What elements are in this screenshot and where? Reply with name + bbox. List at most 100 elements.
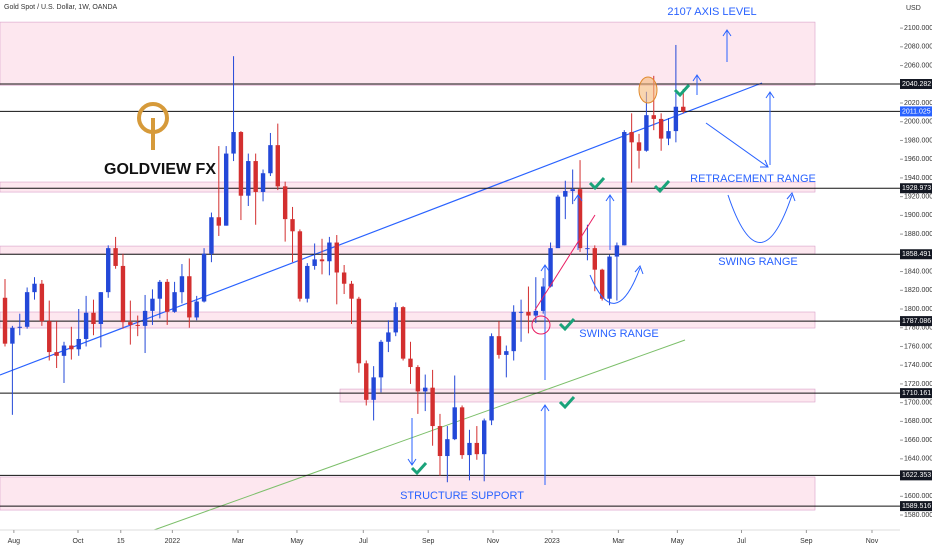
annotation: RETRACEMENT RANGE [690, 173, 816, 185]
candle-body [489, 336, 494, 421]
y-tick-label: 1600.000 [904, 493, 932, 500]
candle-body [629, 132, 634, 143]
x-tick-label: May [671, 538, 685, 545]
level-label: 1589.516 [902, 503, 931, 510]
highlight-circle [531, 315, 551, 335]
y-tick-label: 1900.000 [904, 212, 932, 219]
y-tick-label: 1780.000 [904, 325, 932, 332]
candle-body [238, 132, 244, 196]
x-tick-label: Sep [800, 538, 813, 545]
zone [0, 311, 816, 329]
candle-body [563, 191, 568, 197]
candle-body [577, 189, 583, 249]
candle-body [83, 312, 89, 339]
level-tag [900, 388, 932, 399]
x-tick-label: 2023 [544, 538, 560, 545]
candle-body [548, 248, 553, 287]
y-tick-label: 1680.000 [904, 418, 932, 425]
candle-body [165, 281, 170, 312]
candle-body [437, 426, 443, 457]
candle-body [69, 345, 74, 350]
candle-body [459, 407, 465, 456]
candle-body [681, 106, 686, 112]
y-tick-label: 1920.000 [904, 193, 932, 200]
y-tick-label: 1940.000 [904, 175, 932, 182]
y-tick-label: 1700.000 [904, 399, 932, 406]
x-tick-label: 2022 [165, 538, 181, 545]
level-tag [900, 249, 932, 260]
logo [137, 102, 169, 150]
level-label: 1710.161 [902, 390, 931, 397]
x-tick-label: Mar [232, 538, 245, 545]
candle-body [150, 298, 155, 311]
candle-body [636, 142, 642, 151]
candle-body [32, 283, 37, 293]
candle-body [2, 297, 8, 344]
candle-body [592, 248, 597, 270]
candle-body [408, 358, 413, 368]
candle-body [341, 272, 347, 284]
candle-body [585, 248, 590, 250]
candle-body [91, 312, 96, 324]
candle-body [179, 276, 185, 293]
y-tick-label: 1660.000 [904, 437, 932, 444]
candle-body [393, 307, 398, 333]
candle-body [430, 387, 435, 427]
y-tick-label: 1880.000 [904, 231, 932, 238]
chart-title: Gold Spot / U.S. Dollar, 1W, OANDA [4, 4, 118, 11]
level-label: 1622.353 [902, 472, 931, 479]
candle-body [319, 259, 325, 262]
zone [0, 181, 816, 193]
brand: GOLDVIEW FX [104, 161, 216, 178]
level-label: 1928.973 [902, 185, 931, 192]
candle-body [644, 115, 649, 151]
level-tag [900, 79, 932, 90]
candle-body [658, 118, 664, 139]
candle-body [482, 420, 487, 455]
candle-body [231, 132, 236, 154]
candle-body [17, 326, 22, 328]
level-tag [900, 501, 932, 512]
y-tick-label: 1640.000 [904, 456, 932, 463]
zone [339, 388, 816, 403]
annotation: 2107 AXIS LEVEL [667, 6, 756, 18]
candle-body [378, 341, 384, 378]
candle-body [194, 301, 199, 318]
level-tag [900, 106, 932, 117]
x-tick-label: Jul [359, 538, 368, 545]
candle-body [555, 196, 561, 249]
candle-body [327, 242, 332, 262]
y-tick-label: 2080.000 [904, 44, 932, 51]
candle-body [106, 248, 111, 293]
candle-body [76, 338, 81, 350]
candle-body [526, 311, 531, 316]
level-label: 2011.025 [902, 108, 931, 115]
candle-body [467, 442, 472, 456]
check-marks [410, 83, 691, 476]
candle-body [54, 352, 59, 356]
candle-body [518, 311, 524, 313]
x-tick-label: Nov [866, 538, 879, 545]
candle-body [172, 292, 177, 312]
candle-body [39, 283, 45, 322]
x-tick-label: Oct [73, 538, 84, 545]
candle-body [349, 283, 354, 299]
x-tick-label: Sep [422, 538, 435, 545]
zone [0, 476, 816, 511]
candle-body [297, 231, 303, 299]
candle-body [415, 367, 421, 392]
levels [0, 83, 900, 507]
price-axis [900, 0, 932, 550]
level-label: 2040.282 [902, 81, 931, 88]
candle-body [622, 132, 627, 246]
zone [0, 21, 816, 86]
highlight-circle [638, 76, 658, 104]
time-axis [0, 530, 932, 550]
annotation: SWING RANGE [579, 328, 658, 340]
candle-body [504, 351, 509, 355]
candle-body [209, 217, 214, 254]
x-tick-label: Nov [487, 538, 500, 545]
candle-body [673, 106, 679, 132]
candle-body [275, 145, 280, 187]
candle-body [290, 219, 295, 232]
